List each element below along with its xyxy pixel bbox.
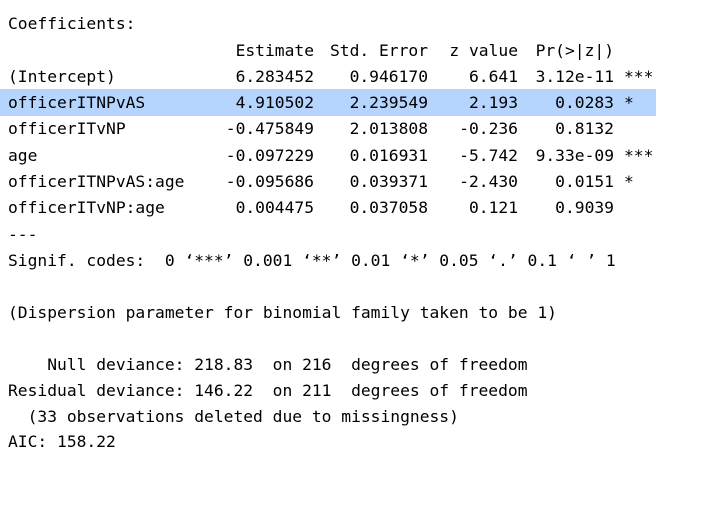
- coefficients-header: Coefficients:: [0, 10, 135, 37]
- null-deviance-line: Null deviance: 218.83 on 216 degrees of …: [0, 351, 527, 378]
- z-value-cell: 2.193: [468, 93, 518, 112]
- z-value-cell: -0.236: [459, 119, 518, 138]
- coef-row-officeritvnp: officerITvNP -0.475849 2.013808 -0.236 0…: [0, 115, 614, 142]
- signif-stars: ***: [624, 67, 654, 86]
- coef-row-officeritnpvas-selected[interactable]: officerITNPvAS 4.910502 2.239549 2.193 0…: [0, 89, 656, 116]
- coef-row-age: age -0.097229 0.016931 -5.742 9.33e-09 *…: [0, 142, 653, 169]
- signif-codes-text: Signif. codes: 0 ‘***’ 0.001 ‘**’ 0.01 ‘…: [8, 251, 616, 270]
- term-cell: officerITNPvAS: [8, 93, 146, 112]
- std-error-cell: 2.239549: [349, 93, 428, 112]
- separator-text: ---: [8, 225, 38, 244]
- column-header-z-value: z value: [449, 41, 518, 60]
- coef-row-officeritnpvas-age: officerITNPvAS:age -0.095686 0.039371 -2…: [0, 168, 634, 195]
- estimate-cell: 6.283452: [235, 67, 314, 86]
- z-value-cell: -5.742: [459, 146, 518, 165]
- std-error-cell: 0.946170: [349, 67, 428, 86]
- term-cell: officerITvNP:age: [8, 198, 165, 217]
- z-value-cell: 6.641: [468, 67, 518, 86]
- r-console-output: Coefficients: Estimate Std. Error z valu…: [0, 10, 656, 455]
- p-value-cell: 9.33e-09: [535, 146, 614, 165]
- estimate-cell: 0.004475: [235, 198, 314, 217]
- signif-stars: *: [624, 172, 634, 191]
- null-deviance-text: Null deviance: 218.83 on 216 degrees of …: [8, 355, 528, 374]
- separator-line: ---: [0, 221, 39, 248]
- term-cell: age: [8, 146, 38, 165]
- p-value-cell: 3.12e-11: [535, 67, 614, 86]
- std-error-cell: 0.037058: [349, 198, 428, 217]
- p-value-cell: 0.9039: [555, 198, 614, 217]
- column-header-std-error: Std. Error: [329, 41, 428, 60]
- estimate-cell: 4.910502: [235, 93, 314, 112]
- z-value-cell: 0.121: [468, 198, 518, 217]
- missingness-note-text: (33 observations deleted due to missingn…: [8, 407, 459, 426]
- std-error-cell: 0.039371: [349, 172, 428, 191]
- estimate-cell: -0.097229: [225, 146, 314, 165]
- signif-codes-line: Signif. codes: 0 ‘***’ 0.001 ‘**’ 0.01 ‘…: [0, 247, 616, 274]
- column-header-row: Estimate Std. Error z value Pr(>|z|): [0, 37, 614, 64]
- p-value-cell: 0.0151: [555, 172, 614, 191]
- residual-deviance-text: Residual deviance: 146.22 on 211 degrees…: [8, 381, 528, 400]
- p-value-cell: 0.8132: [555, 119, 614, 138]
- aic-text: AIC: 158.22: [8, 432, 116, 451]
- coef-row-intercept: (Intercept) 6.283452 0.946170 6.641 3.12…: [0, 63, 653, 90]
- dispersion-note-line: (Dispersion parameter for binomial famil…: [0, 299, 557, 326]
- residual-deviance-line: Residual deviance: 146.22 on 211 degrees…: [0, 377, 528, 404]
- std-error-cell: 2.013808: [349, 119, 428, 138]
- term-cell: officerITNPvAS:age: [8, 172, 185, 191]
- signif-stars: *: [624, 93, 634, 112]
- dispersion-note-text: (Dispersion parameter for binomial famil…: [8, 303, 557, 322]
- aic-line: AIC: 158.22: [0, 428, 116, 455]
- estimate-cell: -0.095686: [225, 172, 314, 191]
- p-value-cell: 0.0283: [555, 93, 614, 112]
- coefficients-header-text: Coefficients:: [8, 14, 136, 33]
- coef-row-officeritvnp-age: officerITvNP:age 0.004475 0.037058 0.121…: [0, 194, 614, 221]
- estimate-cell: -0.475849: [225, 119, 314, 138]
- term-cell: officerITvNP: [8, 119, 126, 138]
- column-header-p-value: Pr(>|z|): [535, 41, 614, 60]
- z-value-cell: -2.430: [459, 172, 518, 191]
- missingness-note-line: (33 observations deleted due to missingn…: [0, 403, 459, 430]
- std-error-cell: 0.016931: [349, 146, 428, 165]
- term-cell: (Intercept): [8, 67, 116, 86]
- signif-stars: ***: [624, 146, 654, 165]
- column-header-estimate: Estimate: [235, 41, 314, 60]
